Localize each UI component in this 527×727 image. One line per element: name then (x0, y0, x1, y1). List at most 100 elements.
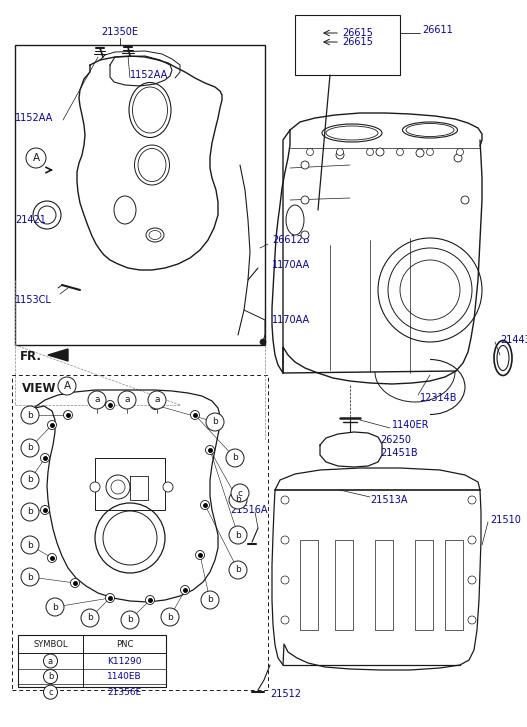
Bar (335, 540, 353, 630)
Circle shape (190, 411, 200, 419)
Circle shape (151, 401, 160, 409)
Circle shape (21, 536, 39, 554)
Circle shape (38, 206, 56, 224)
Bar (300, 540, 318, 630)
Text: b: b (235, 496, 241, 505)
Circle shape (90, 482, 100, 492)
Text: FR.: FR. (20, 350, 42, 363)
Circle shape (47, 420, 56, 430)
Text: 26611: 26611 (422, 25, 453, 35)
Circle shape (229, 526, 247, 544)
Circle shape (26, 148, 46, 168)
Text: b: b (212, 417, 218, 427)
Circle shape (260, 339, 266, 345)
Circle shape (46, 598, 64, 616)
Circle shape (231, 484, 249, 502)
Text: 1140EB: 1140EB (107, 672, 142, 681)
Circle shape (206, 413, 224, 431)
Text: 26612B: 26612B (272, 235, 310, 245)
Text: A: A (63, 381, 71, 391)
Text: VIEW: VIEW (22, 382, 56, 395)
Circle shape (33, 201, 61, 229)
Circle shape (337, 148, 344, 156)
Circle shape (21, 503, 39, 521)
Circle shape (456, 148, 464, 156)
Text: 21516A: 21516A (230, 505, 268, 515)
Text: 21421: 21421 (15, 215, 46, 225)
Circle shape (161, 608, 179, 626)
Circle shape (71, 579, 80, 587)
Bar (18, 635, 166, 687)
Circle shape (21, 471, 39, 489)
Circle shape (201, 591, 219, 609)
Text: 1152AA: 1152AA (15, 113, 53, 123)
Text: 1153CL: 1153CL (15, 295, 52, 305)
Circle shape (281, 616, 289, 624)
Text: SYMBOL: SYMBOL (33, 640, 68, 648)
Circle shape (21, 406, 39, 424)
Circle shape (229, 561, 247, 579)
Circle shape (44, 670, 57, 683)
Circle shape (307, 148, 314, 156)
Circle shape (105, 401, 114, 409)
Text: b: b (232, 454, 238, 462)
Bar (375, 540, 393, 630)
Text: K11290: K11290 (108, 656, 142, 665)
Circle shape (468, 616, 476, 624)
Text: b: b (27, 443, 33, 452)
Circle shape (301, 196, 309, 204)
Text: 21512: 21512 (270, 689, 301, 699)
Circle shape (21, 568, 39, 586)
Circle shape (454, 154, 462, 162)
Circle shape (301, 231, 309, 239)
Circle shape (376, 148, 384, 156)
Text: 1170AA: 1170AA (272, 315, 310, 325)
Circle shape (468, 576, 476, 584)
Text: PNC: PNC (116, 640, 133, 648)
Text: A: A (33, 153, 40, 163)
Circle shape (416, 149, 424, 157)
Circle shape (468, 496, 476, 504)
Text: a: a (154, 395, 160, 404)
Circle shape (366, 148, 374, 156)
Text: b: b (127, 616, 133, 624)
Text: b: b (27, 507, 33, 516)
Text: 26615: 26615 (342, 37, 373, 47)
Circle shape (281, 496, 289, 504)
Text: 26250: 26250 (380, 435, 411, 445)
Circle shape (148, 391, 166, 409)
Circle shape (181, 585, 190, 595)
Text: a: a (94, 395, 100, 404)
Circle shape (81, 609, 99, 627)
Circle shape (88, 391, 106, 409)
Circle shape (336, 151, 344, 159)
Polygon shape (48, 349, 68, 361)
Bar (12, 375, 268, 690)
Circle shape (163, 482, 173, 492)
Text: b: b (27, 540, 33, 550)
Circle shape (145, 595, 154, 604)
Circle shape (44, 686, 57, 699)
Text: a: a (124, 395, 130, 404)
Circle shape (121, 611, 139, 629)
Circle shape (118, 391, 136, 409)
Circle shape (461, 196, 469, 204)
Circle shape (226, 449, 244, 467)
Text: b: b (87, 614, 93, 622)
Text: b: b (207, 595, 213, 604)
Text: a: a (48, 656, 53, 665)
Circle shape (105, 593, 114, 603)
Circle shape (426, 148, 434, 156)
Text: 21350E: 21350E (102, 27, 139, 37)
Circle shape (41, 454, 50, 462)
Circle shape (63, 411, 73, 419)
Text: b: b (27, 475, 33, 484)
Bar (415, 540, 433, 630)
Circle shape (281, 536, 289, 544)
Text: 21513A: 21513A (370, 495, 407, 505)
Bar (445, 540, 463, 630)
Text: b: b (48, 672, 53, 681)
Circle shape (301, 161, 309, 169)
Bar (295, 15, 400, 75)
Text: 1170AA: 1170AA (272, 260, 310, 270)
